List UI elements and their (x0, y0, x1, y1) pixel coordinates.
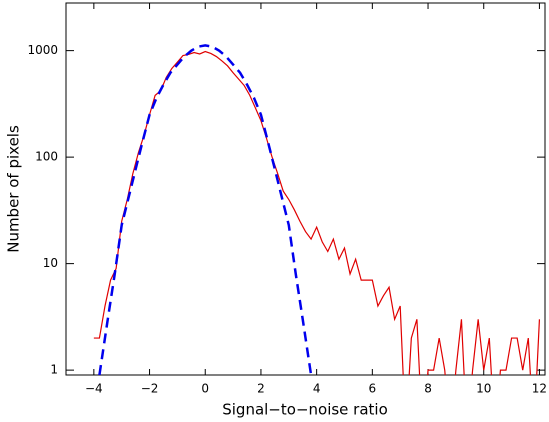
x-tick-label: 4 (313, 382, 321, 396)
y-tick-label: 100 (35, 150, 58, 164)
y-tick-label: 10 (43, 256, 58, 270)
y-tick-label: 1000 (27, 43, 58, 57)
x-tick-label: −2 (141, 382, 159, 396)
x-tick-label: 10 (476, 382, 491, 396)
x-tick-label: 6 (369, 382, 377, 396)
x-axis-title: Signal−to−noise ratio (222, 401, 388, 419)
x-tick-label: 8 (424, 382, 432, 396)
y-tick-label: 1 (50, 363, 58, 377)
y-axis-title: Number of pixels (5, 125, 23, 253)
x-tick-label: 2 (257, 382, 265, 396)
x-tick-label: 0 (201, 382, 209, 396)
x-tick-label: −4 (85, 382, 103, 396)
plot-frame (65, 2, 546, 376)
data-line (98, 44, 313, 375)
x-tick-label: 12 (532, 382, 547, 396)
data-line (93, 50, 541, 375)
